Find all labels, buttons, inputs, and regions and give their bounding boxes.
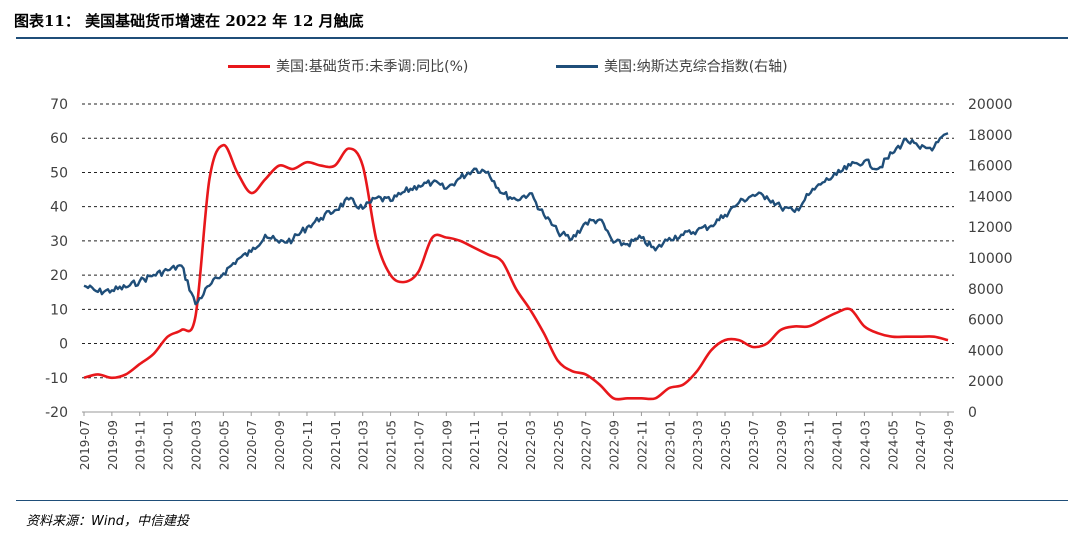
x-tick-label: 2021-07 [412, 420, 426, 470]
line-chart: 706050403020100-10-202000018000160001400… [45, 97, 1013, 470]
series-line-nasdaq [83, 132, 949, 306]
x-tick-label: 2023-09 [775, 420, 789, 470]
legend-item-base-money: 美国:基础货币:未季调:同比(%) [228, 56, 468, 76]
legend-swatch-base-money [228, 64, 270, 68]
y-left-tick-label: 40 [50, 200, 68, 216]
y-right-tick-label: 18000 [968, 128, 1013, 144]
legend-label-nasdaq: 美国:纳斯达克综合指数(右轴) [604, 59, 788, 75]
y-left-tick-label: 10 [50, 302, 68, 318]
title-divider [16, 37, 1068, 39]
legend-label-base-money: 美国:基础货币:未季调:同比(%) [276, 59, 469, 75]
x-tick-label: 2021-01 [329, 420, 343, 470]
footer-divider [16, 500, 1068, 501]
legend-item-nasdaq: 美国:纳斯达克综合指数(右轴) [556, 56, 788, 76]
x-tick-label: 2019-11 [134, 420, 148, 470]
x-tick-label: 2022-01 [496, 420, 510, 470]
y-left-tick-label: 20 [50, 268, 68, 284]
y-left-tick-label: 50 [50, 165, 68, 181]
y-right-tick-label: 16000 [968, 159, 1013, 175]
x-tick-label: 2024-03 [858, 420, 872, 470]
x-tick-label: 2022-03 [524, 420, 538, 470]
x-tick-label: 2020-03 [189, 420, 203, 470]
x-tick-label: 2023-03 [691, 420, 705, 470]
y-right-tick-label: 6000 [968, 313, 1004, 329]
x-tick-label: 2019-07 [78, 420, 92, 470]
y-right-tick-label: 10000 [968, 251, 1013, 267]
y-right-tick-label: 20000 [968, 97, 1013, 113]
source-note: 资料来源：Wind，中信建投 [26, 514, 189, 529]
x-tick-label: 2021-11 [468, 420, 482, 470]
legend-swatch-nasdaq [556, 64, 598, 68]
y-right-tick-label: 0 [968, 405, 977, 421]
x-tick-label: 2022-11 [635, 420, 649, 470]
x-tick-label: 2023-01 [663, 420, 677, 470]
x-tick-label: 2021-09 [440, 420, 454, 470]
x-tick-label: 2019-09 [106, 420, 120, 470]
x-tick-label: 2023-07 [747, 420, 761, 470]
y-left-tick-label: 60 [50, 131, 68, 147]
y-right-tick-label: 8000 [968, 282, 1004, 298]
x-tick-label: 2022-05 [552, 420, 566, 470]
y-right-tick-label: 4000 [968, 343, 1004, 359]
x-tick-label: 2022-09 [608, 420, 622, 470]
x-tick-label: 2023-05 [719, 420, 733, 470]
x-tick-label: 2020-01 [162, 420, 176, 470]
x-tick-label: 2020-09 [273, 420, 287, 470]
y-right-tick-label: 14000 [968, 189, 1013, 205]
y-right-tick-label: 2000 [968, 374, 1004, 390]
x-tick-label: 2021-03 [357, 420, 371, 470]
y-left-tick-label: 0 [59, 337, 68, 353]
x-tick-label: 2023-11 [803, 420, 817, 470]
y-left-tick-label: -20 [45, 405, 68, 421]
x-tick-label: 2020-11 [301, 420, 315, 470]
chart-title: 图表11： 美国基础货币增速在 2022 年 12 月触底 [14, 12, 364, 30]
y-left-tick-label: 70 [50, 97, 68, 113]
x-tick-label: 2024-01 [831, 420, 845, 470]
y-right-tick-label: 12000 [968, 220, 1013, 236]
series-line-base-money [83, 143, 949, 401]
x-tick-label: 2020-07 [245, 420, 259, 470]
chart-legend: 美国:基础货币:未季调:同比(%) 美国:纳斯达克综合指数(右轴) [0, 56, 1080, 78]
y-left-tick-label: 30 [50, 234, 68, 250]
x-tick-label: 2024-09 [942, 420, 956, 470]
x-tick-label: 2024-05 [886, 420, 900, 470]
x-tick-label: 2022-07 [580, 420, 594, 470]
y-left-tick-label: -10 [45, 371, 68, 387]
x-tick-label: 2021-05 [385, 420, 399, 470]
x-tick-label: 2020-05 [217, 420, 231, 470]
x-tick-label: 2024-07 [914, 420, 928, 470]
